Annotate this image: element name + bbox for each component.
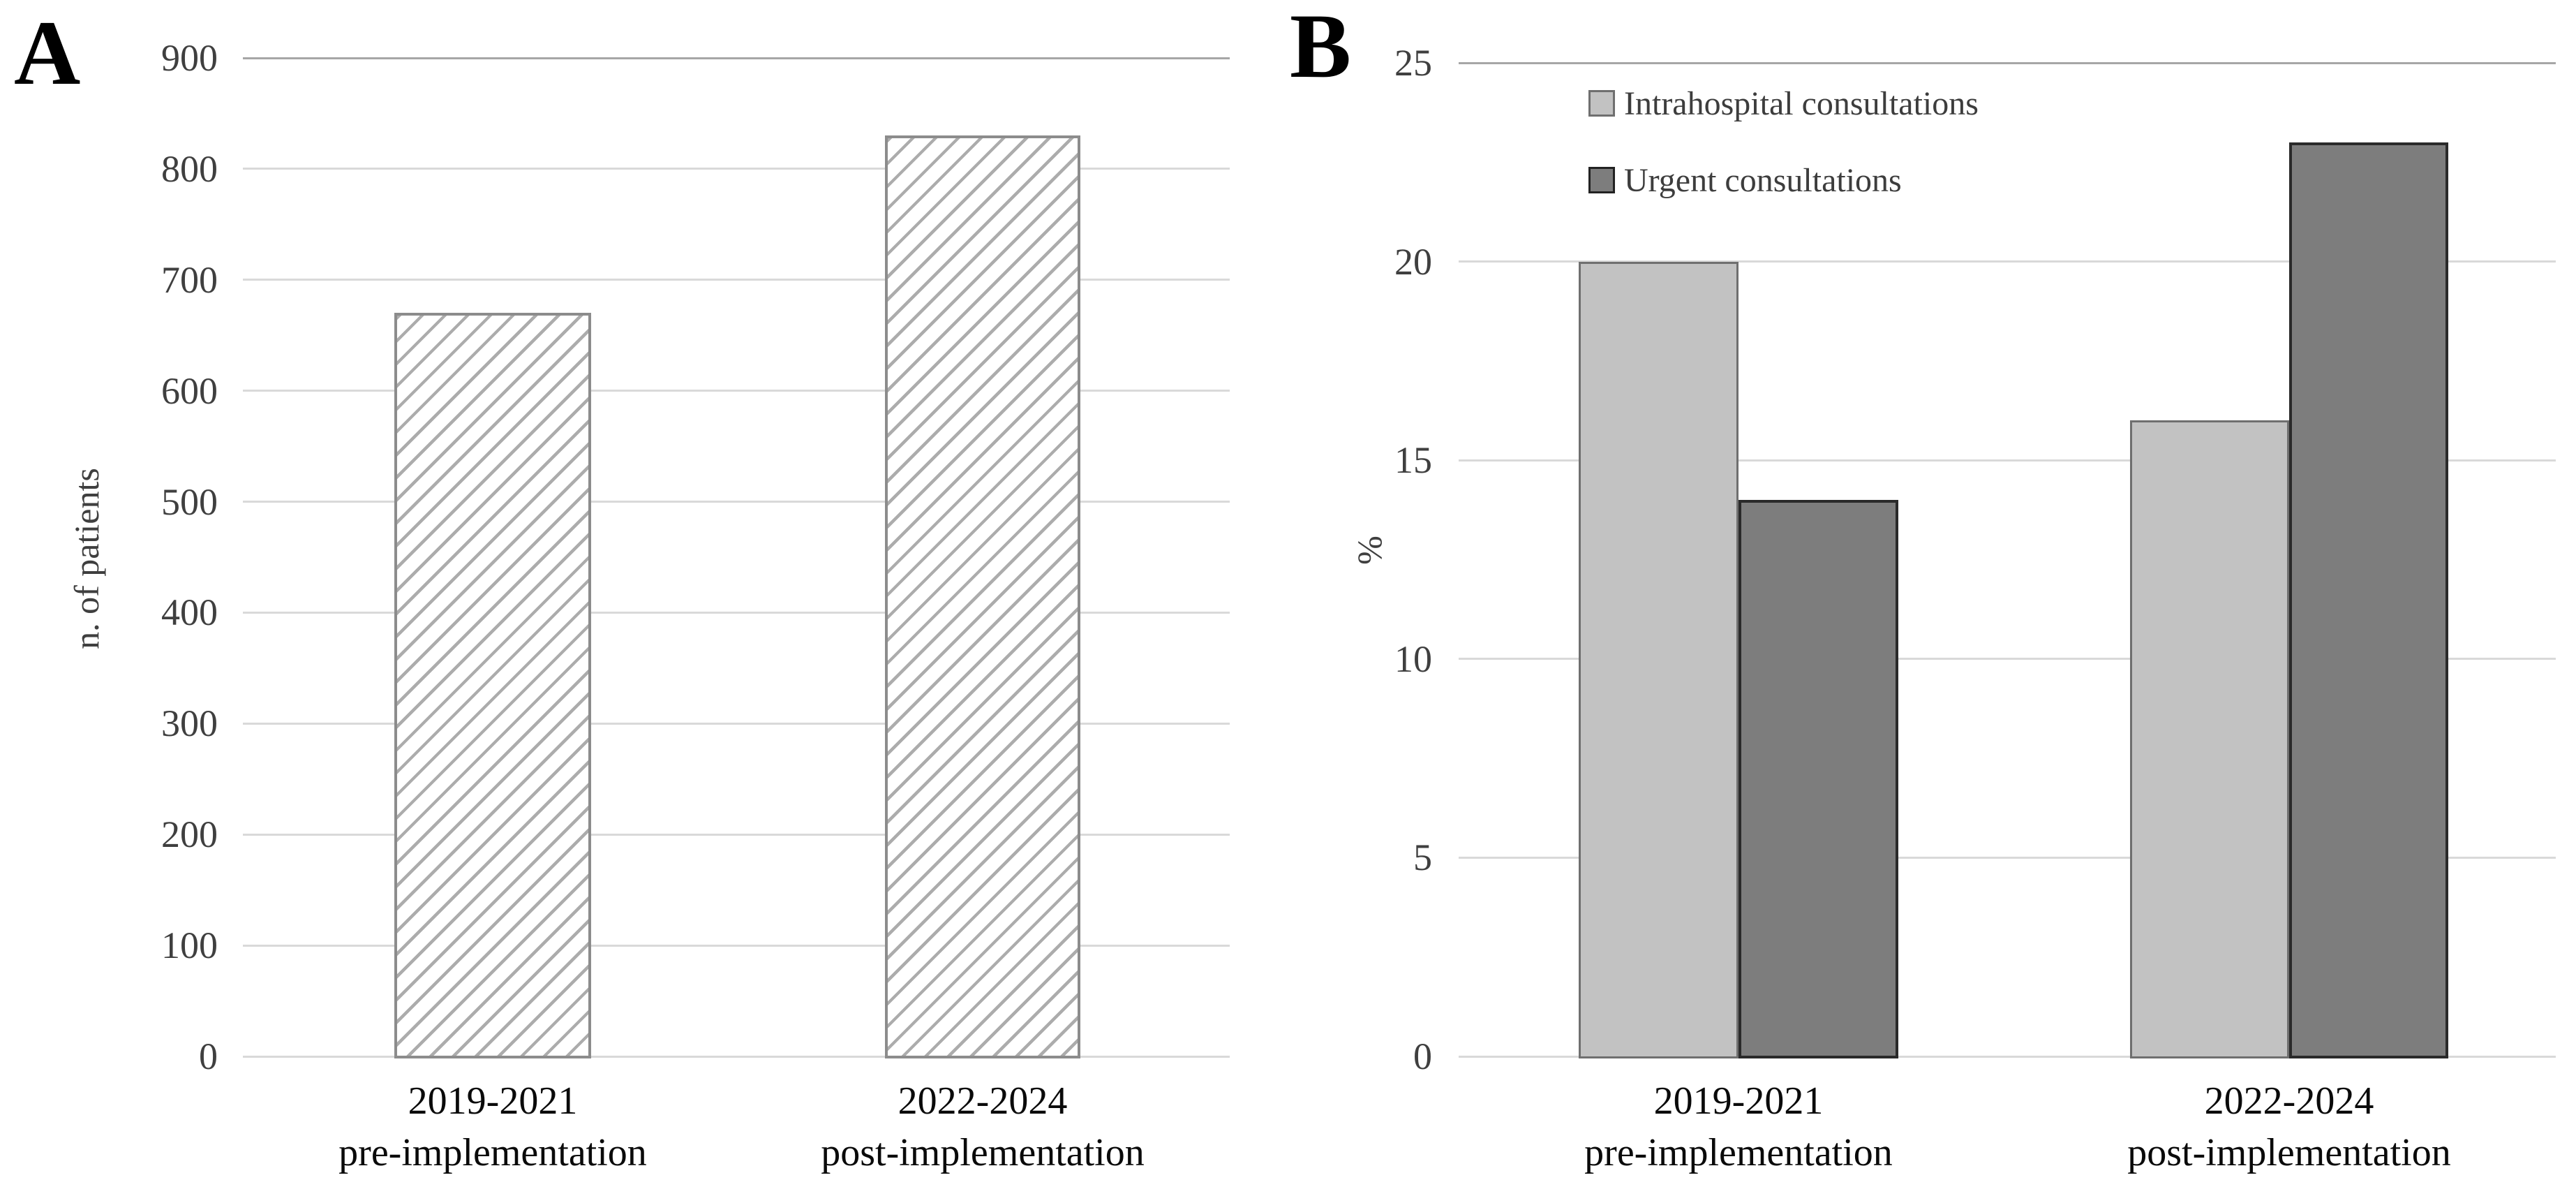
y-tick-label-600: 600	[161, 369, 218, 412]
gridline-100	[243, 944, 1230, 947]
y-tick-label-500: 500	[161, 480, 218, 523]
x-category-label: 2019-2021 pre-implementation	[228, 1075, 758, 1179]
legend-item-intrahospital: Intrahospital consultations	[1588, 84, 1979, 122]
panel-a: A n. of patients 0 100 200 300 400 500 600 700 8…	[14, 1, 1248, 1179]
category-line-1: 2022-2024	[2204, 1079, 2374, 1123]
bar-intrahospital-2019-2021	[1579, 261, 1739, 1058]
gridline-0	[243, 1055, 1230, 1058]
category-line-1: 2019-2021	[1653, 1079, 1824, 1123]
y-tick-label-200: 200	[161, 813, 218, 856]
panel-a-letter: A	[14, 1, 81, 104]
y-tick-label-0: 0	[1413, 1035, 1432, 1077]
y-tick-label-900: 900	[161, 37, 218, 79]
gridline-800	[243, 168, 1230, 170]
category-line-2: pre-implementation	[338, 1131, 647, 1174]
y-tick-label-15: 15	[1394, 439, 1432, 482]
gridline-600	[243, 390, 1230, 392]
panel-a-plot-area: 0 100 200 300 400 500 600 700 800 900	[161, 37, 1230, 1077]
legend-item-urgent: Urgent consultations	[1588, 161, 1902, 199]
category-line-2: pre-implementation	[1584, 1131, 1893, 1174]
bar-hatched-2022-2024	[885, 135, 1080, 1058]
gridline-400	[243, 611, 1230, 614]
y-tick-label-400: 400	[161, 591, 218, 634]
category-line-2: post-implementation	[821, 1131, 1145, 1174]
panel-b: B	[1288, 0, 2576, 1203]
gridline-5	[1459, 856, 2556, 859]
panel-b-letter: B	[1290, 0, 1352, 97]
x-category-label: 2019-2021 pre-implementation	[1473, 1075, 2004, 1179]
legend-label: Urgent consultations	[1624, 161, 1902, 199]
y-tick-label-700: 700	[161, 258, 218, 301]
gridline-0	[1459, 1055, 2556, 1058]
y-tick-label-5: 5	[1413, 836, 1432, 879]
y-tick-label-20: 20	[1394, 240, 1432, 283]
legend-swatch-urgent	[1588, 167, 1615, 193]
gridline-300	[243, 722, 1230, 725]
gridline-200	[243, 833, 1230, 836]
y-tick-label-0: 0	[199, 1035, 218, 1077]
gridline-500	[243, 501, 1230, 503]
bar-urgent-2022-2024	[2289, 142, 2448, 1058]
y-tick-label-100: 100	[161, 924, 218, 967]
gridline-700	[243, 279, 1230, 281]
legend-label: Intrahospital consultations	[1624, 84, 1979, 122]
gridline-25	[1459, 61, 2556, 64]
gridline-900	[243, 57, 1230, 59]
gridline-15	[1459, 459, 2556, 462]
x-category-label: 2022-2024 post-implementation	[717, 1075, 1248, 1179]
y-tick-label-300: 300	[161, 702, 218, 745]
gridline-20	[1459, 260, 2556, 263]
y-tick-label-10: 10	[1394, 637, 1432, 680]
category-line-1: 2019-2021	[408, 1079, 578, 1123]
bar-intrahospital-2022-2024	[2130, 420, 2289, 1058]
category-line-2: post-implementation	[2127, 1131, 2451, 1174]
legend-swatch-intrahospital	[1588, 90, 1615, 117]
y-tick-label-800: 800	[161, 147, 218, 190]
gridline-10	[1459, 658, 2556, 660]
bar-hatched-2019-2021	[394, 313, 591, 1058]
bar-urgent-2019-2021	[1739, 500, 1898, 1058]
x-category-label: 2022-2024 post-implementation	[2024, 1075, 2554, 1179]
y-tick-label-25: 25	[1394, 42, 1432, 84]
category-line-1: 2022-2024	[898, 1079, 1068, 1123]
